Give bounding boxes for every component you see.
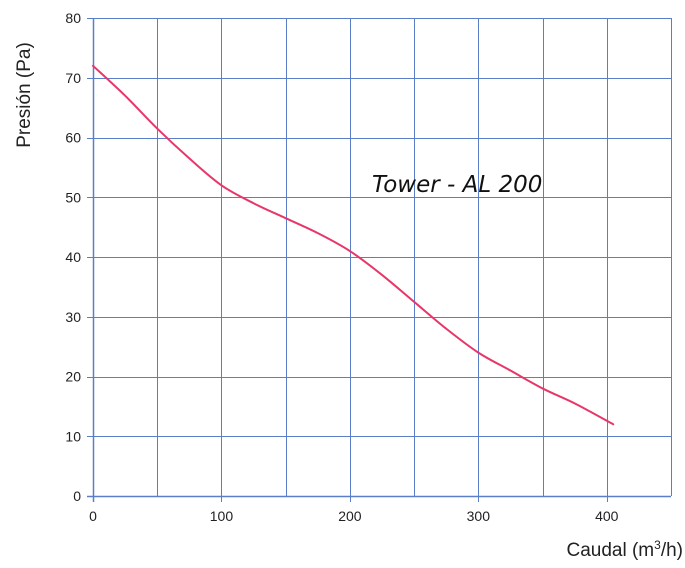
- y-tick-label: 0: [73, 488, 81, 504]
- x-tick-label: 100: [210, 508, 234, 524]
- x-tick-labels: 0 100 200 300 400: [89, 508, 619, 524]
- x-tick-label: 400: [595, 508, 619, 524]
- x-axis-label: Caudal (m3/h): [566, 538, 683, 561]
- x-axis-label-prefix: Caudal (m: [566, 540, 654, 561]
- x-axis-label-suffix: /h): [661, 540, 683, 561]
- grid: [87, 18, 672, 502]
- y-tick-label: 30: [65, 309, 81, 325]
- x-axis-label-sup: 3: [654, 538, 661, 552]
- y-tick-label: 80: [65, 10, 81, 26]
- y-tick-label: 20: [65, 369, 81, 385]
- y-tick-label: 40: [65, 249, 81, 265]
- series-line: [92, 64, 615, 426]
- series-layer: [92, 64, 615, 426]
- y-tick-labels: 0 10 20 30 40 50 60 70 80: [65, 10, 81, 504]
- y-tick-label: 70: [65, 70, 81, 86]
- x-tick-label: 200: [338, 508, 362, 524]
- y-tick-label: 10: [65, 428, 81, 444]
- y-tick-label: 50: [65, 189, 81, 205]
- chart-annotation: Tower - AL 200: [372, 172, 542, 198]
- y-axis-label: Presión (Pa): [14, 42, 35, 148]
- x-tick-label: 300: [467, 508, 491, 524]
- y-tick-label: 60: [65, 130, 81, 146]
- x-tick-label: 0: [89, 508, 97, 524]
